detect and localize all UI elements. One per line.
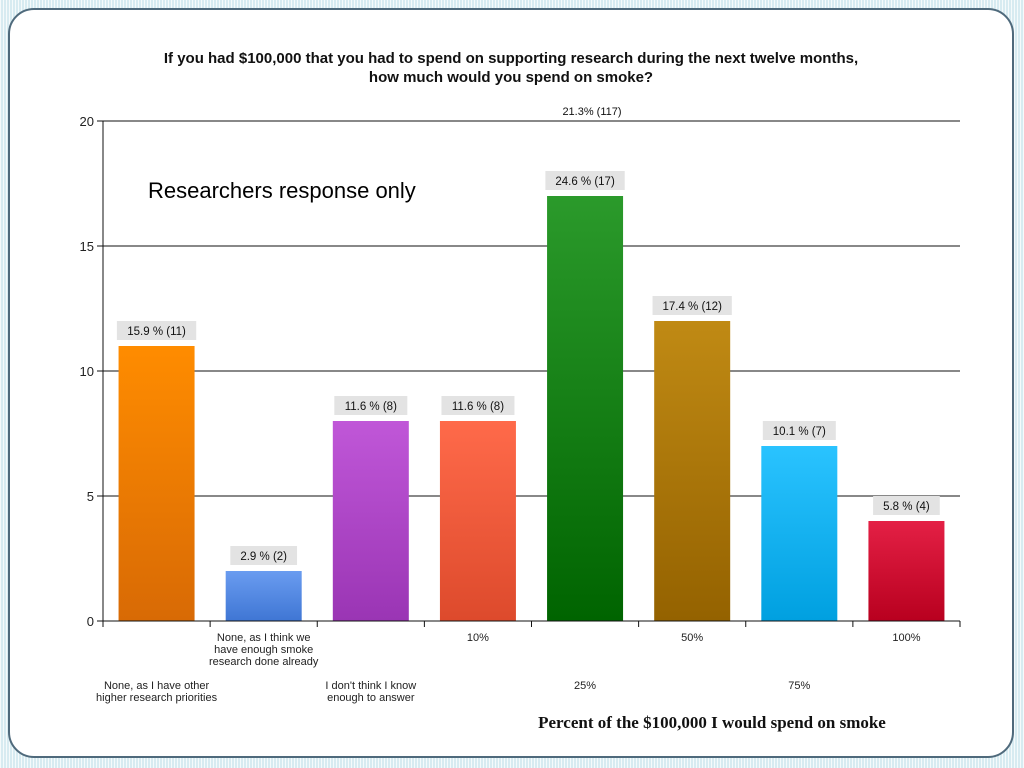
data-label-bg-3 [334, 396, 408, 415]
x-category-label-2-line-1: None, as I think we [217, 632, 311, 644]
data-label-7: 10.1 % (7) [773, 426, 826, 438]
data-label-bg-6 [652, 296, 732, 315]
slide-frame: If you had $100,000 that you had to spen… [8, 8, 1014, 758]
data-label-8: 5.8 % (4) [883, 501, 930, 513]
x-category-label-8-line-1: 100% [892, 632, 920, 644]
data-label-6: 17.4 % (12) [662, 301, 722, 313]
data-label-2: 2.9 % (2) [240, 551, 287, 563]
bar-4 [439, 421, 516, 621]
bar-2 [225, 571, 302, 621]
bar-6 [654, 321, 731, 621]
x-axis-title: Percent of the $100,000 I would spend on… [538, 713, 886, 732]
x-category-label-2-line-2: have enough smoke [214, 644, 313, 656]
x-category-label-3-line-1: I don't think I know [325, 680, 416, 692]
x-category-label-7-line-1: 75% [788, 680, 810, 692]
x-category-label-6-line-1: 50% [681, 632, 703, 644]
data-label-bg-5 [545, 171, 625, 190]
bar-7 [761, 446, 838, 621]
data-label-bg-2 [230, 546, 298, 565]
total-annotation: 21.3% (117) [562, 106, 621, 118]
x-category-label-1-line-2: higher research priorities [96, 692, 218, 704]
chart-title-line-2: how much would you spend on smoke? [369, 69, 653, 86]
x-category-label-2-line-3: research done already [209, 656, 319, 668]
x-category-label-4-line-1: 10% [467, 632, 489, 644]
data-label-bg-7 [762, 421, 836, 440]
data-label-5: 24.6 % (17) [555, 176, 615, 188]
chart-subtitle: Researchers response only [148, 178, 416, 203]
data-label-3: 11.6 % (8) [345, 401, 397, 413]
x-category-label-3-line-2: enough to answer [327, 692, 415, 704]
data-label-bg-1 [116, 321, 197, 340]
y-tick-label-15: 15 [80, 239, 94, 254]
data-label-bg-4 [441, 396, 515, 415]
y-tick-label-10: 10 [80, 364, 94, 379]
x-category-label-5-line-1: 25% [574, 680, 596, 692]
data-label-1: 15.9 % (11) [127, 326, 186, 338]
y-tick-label-5: 5 [87, 489, 94, 504]
y-tick-label-0: 0 [87, 614, 94, 629]
data-label-bg-8 [873, 496, 940, 515]
bar-3 [332, 421, 409, 621]
bar-1 [118, 346, 195, 621]
bar-5 [547, 196, 624, 621]
chart-title-line-1: If you had $100,000 that you had to spen… [164, 50, 858, 67]
data-label-4: 11.6 % (8) [452, 401, 504, 413]
bar-8 [868, 521, 945, 621]
y-tick-label-20: 20 [80, 114, 94, 129]
x-category-label-1-line-1: None, as I have other [104, 680, 210, 692]
bar-chart: If you had $100,000 that you had to spen… [80, 50, 961, 732]
